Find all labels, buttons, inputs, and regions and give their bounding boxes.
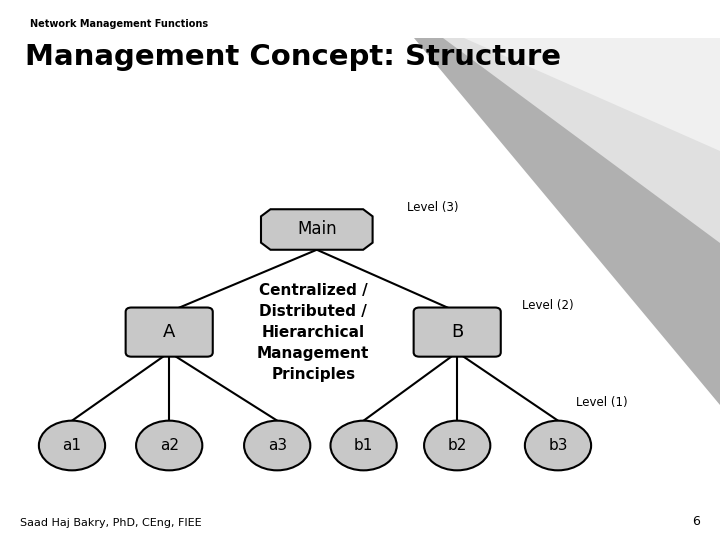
Text: b1: b1 [354, 438, 373, 453]
Polygon shape [443, 38, 720, 243]
Text: a2: a2 [160, 438, 179, 453]
Polygon shape [414, 38, 720, 405]
FancyBboxPatch shape [413, 308, 501, 356]
Text: A: A [163, 323, 176, 341]
Circle shape [330, 421, 397, 470]
Text: Management Concept: Structure: Management Concept: Structure [25, 43, 561, 71]
Text: Network Management Functions: Network Management Functions [30, 19, 208, 29]
Text: b2: b2 [448, 438, 467, 453]
Text: Centralized /
Distributed /
Hierarchical
Management
Principles: Centralized / Distributed / Hierarchical… [257, 282, 369, 382]
Circle shape [136, 421, 202, 470]
Circle shape [39, 421, 105, 470]
Circle shape [424, 421, 490, 470]
Text: Level (2): Level (2) [522, 299, 574, 312]
FancyBboxPatch shape [125, 308, 213, 356]
Polygon shape [261, 210, 373, 249]
Text: a1: a1 [63, 438, 81, 453]
Polygon shape [464, 38, 720, 151]
Text: b3: b3 [548, 438, 568, 453]
Text: Main: Main [297, 220, 337, 239]
Text: Level (3): Level (3) [407, 201, 459, 214]
Text: B: B [451, 323, 464, 341]
Circle shape [244, 421, 310, 470]
Text: 6: 6 [692, 515, 700, 528]
Circle shape [525, 421, 591, 470]
Text: a3: a3 [268, 438, 287, 453]
Text: Level (1): Level (1) [576, 396, 628, 409]
Text: Saad Haj Bakry, PhD, CEng, FIEE: Saad Haj Bakry, PhD, CEng, FIEE [20, 518, 202, 528]
